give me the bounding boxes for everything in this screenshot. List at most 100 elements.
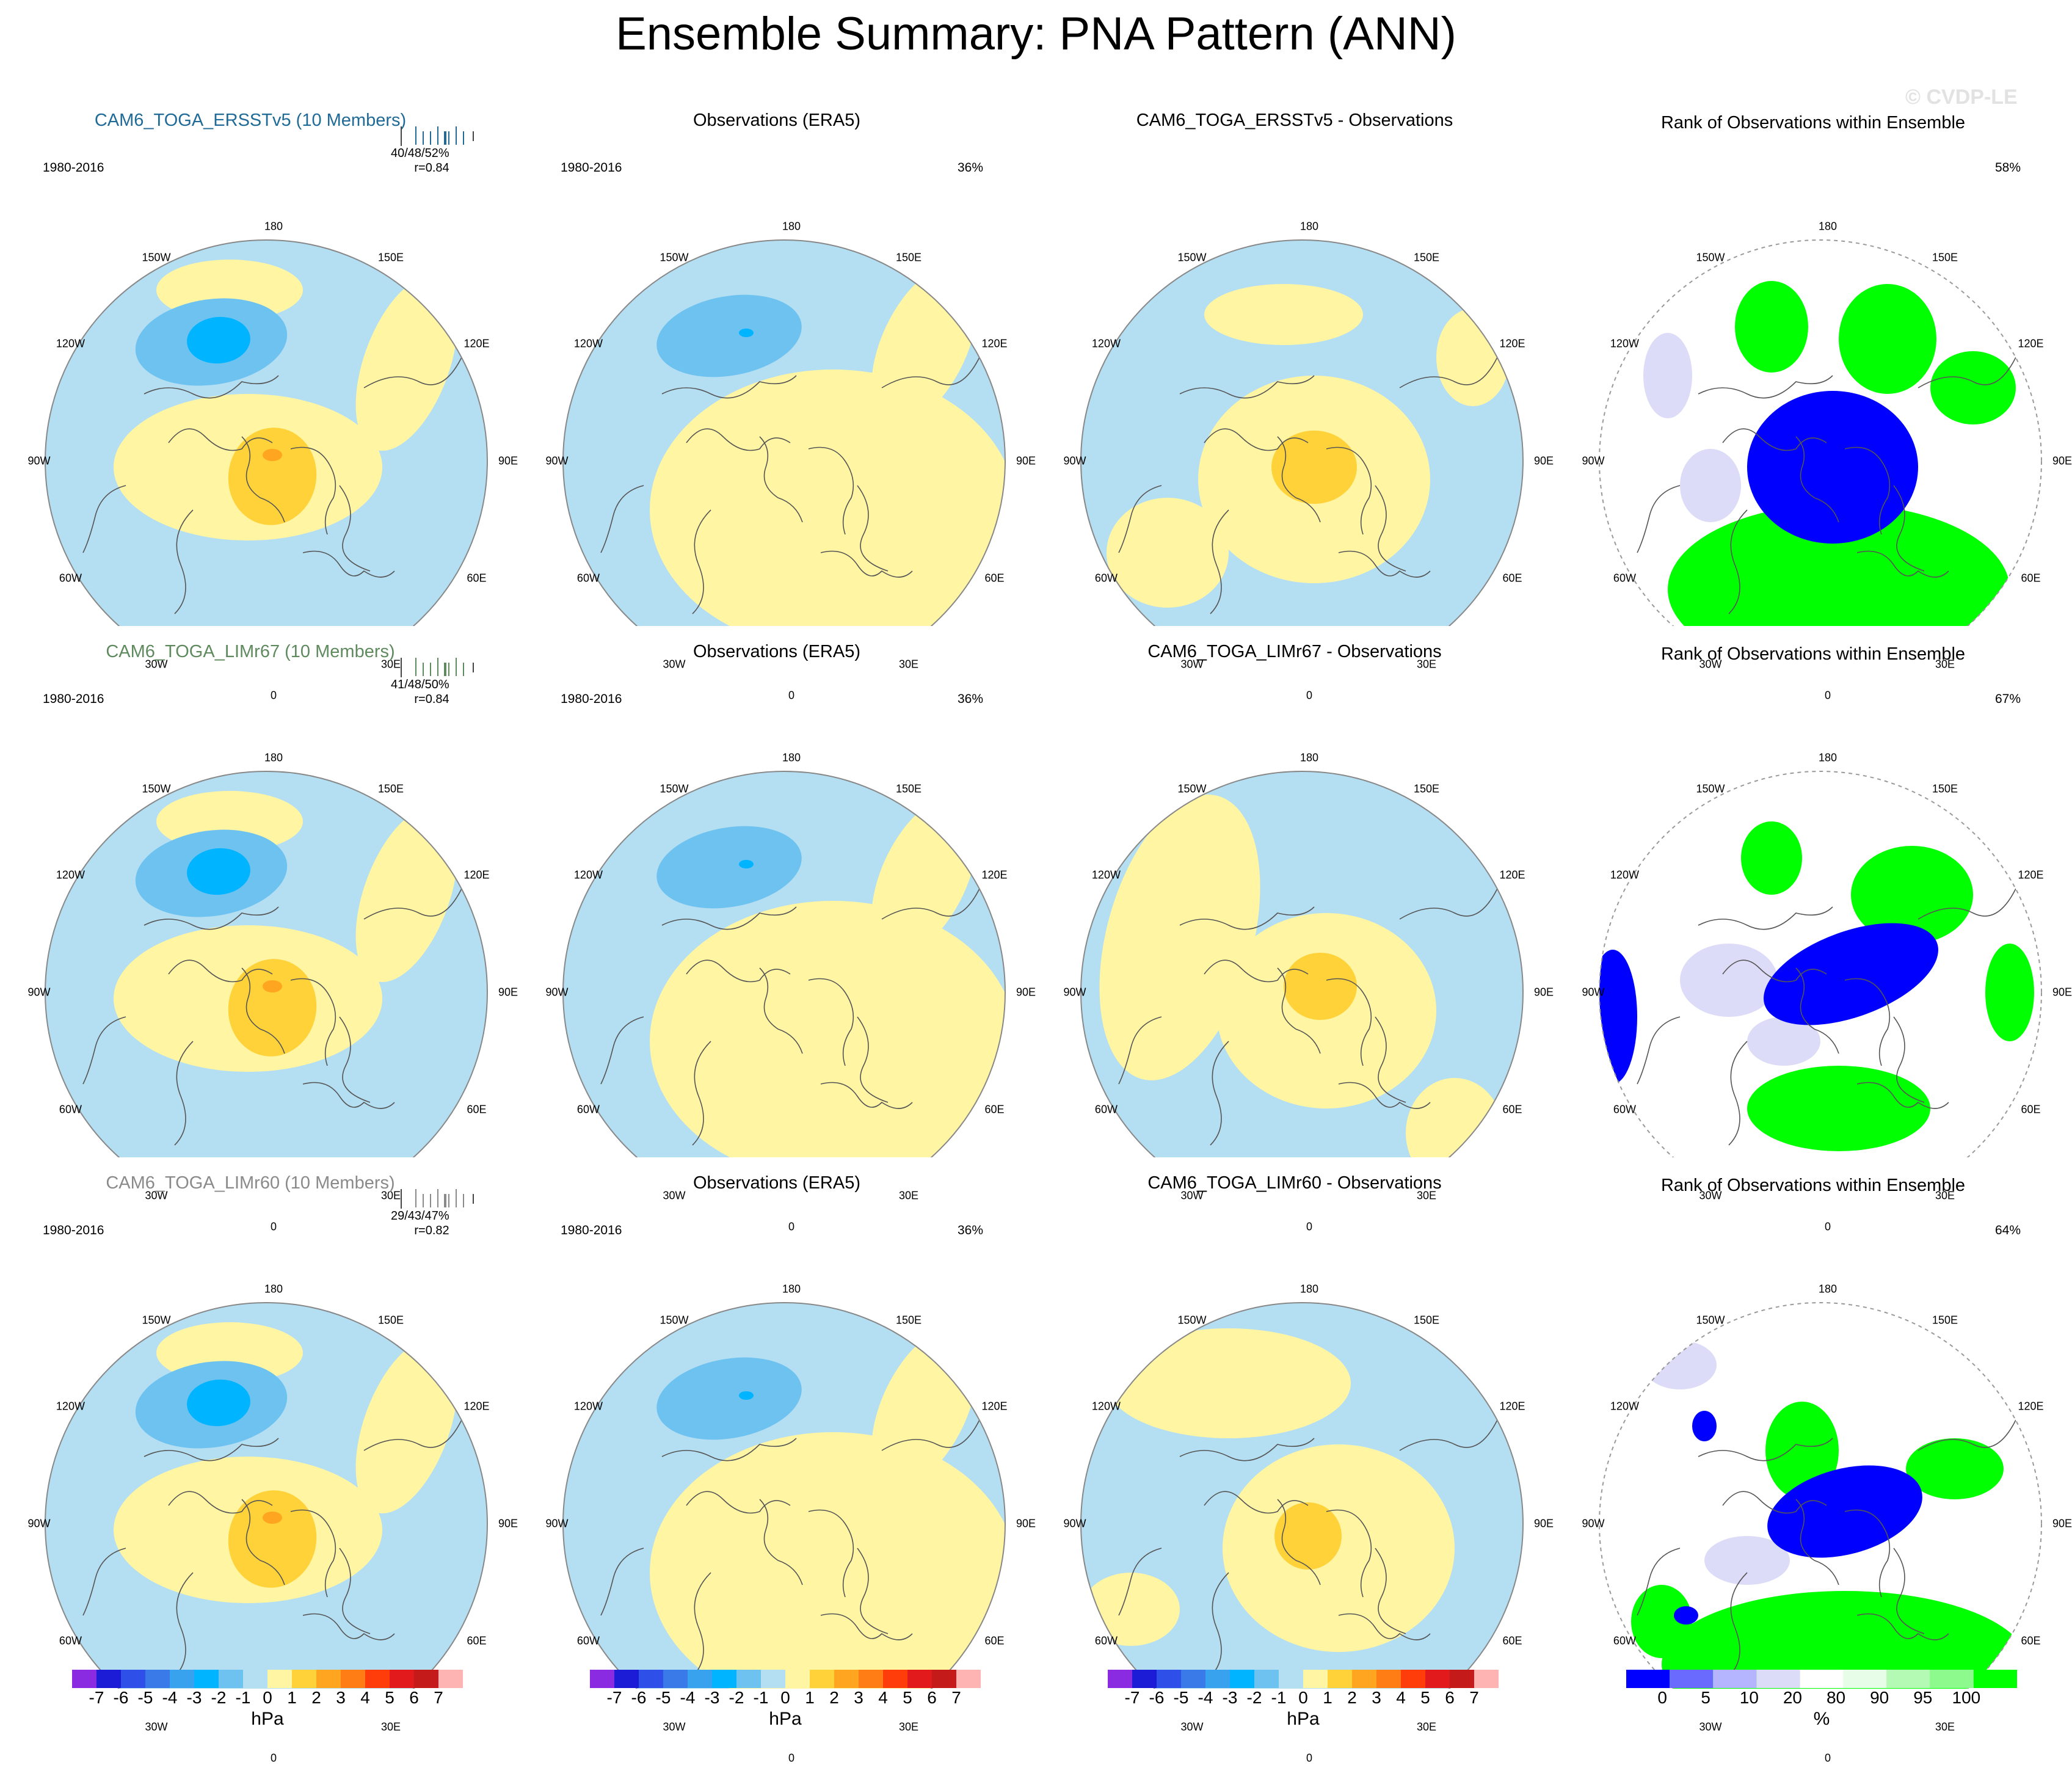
colorbar-label: -3 bbox=[186, 1688, 202, 1707]
coastline bbox=[1118, 485, 1162, 553]
stats-line2: r=0.84 bbox=[414, 161, 449, 175]
rank-lowest-region bbox=[1692, 1411, 1717, 1441]
lon-label: 90E bbox=[2052, 986, 2072, 999]
coastline bbox=[302, 550, 395, 578]
lon-label: 60W bbox=[1094, 1634, 1118, 1647]
lon-label: 90E bbox=[1533, 986, 1554, 999]
lon-label: 90E bbox=[2052, 454, 2072, 467]
coastline bbox=[1844, 978, 1891, 1066]
lon-label: 120E bbox=[981, 337, 1008, 350]
lon-label: 90W bbox=[27, 1517, 51, 1530]
lon-label: 120W bbox=[56, 868, 85, 881]
lon-label: 120E bbox=[1499, 868, 1525, 881]
lon-label: 120W bbox=[56, 337, 85, 350]
lon-label: 30W bbox=[1699, 658, 1722, 671]
positive-difference bbox=[1406, 1078, 1503, 1157]
lon-label: 60W bbox=[1094, 1103, 1118, 1116]
coastline bbox=[1118, 1016, 1162, 1085]
colorbar-label: -6 bbox=[1149, 1688, 1165, 1707]
period-label: 1980-2016 bbox=[561, 161, 622, 175]
lon-label: 150W bbox=[1696, 251, 1725, 264]
panel-diff-row3: CAM6_TOGA_LIMr60 - Observations 180 150E 12… bbox=[1036, 1157, 1554, 1764]
rank-lowest-region bbox=[1599, 950, 1637, 1084]
coastline bbox=[1326, 978, 1372, 1066]
strong-positive-anomaly bbox=[228, 428, 317, 525]
coastline bbox=[1918, 357, 2016, 388]
rank-pct: 58% bbox=[1995, 161, 2021, 175]
coastline bbox=[174, 509, 194, 614]
lon-label: 30W bbox=[663, 1720, 686, 1733]
coastline bbox=[1637, 485, 1681, 553]
colorbar-label: 5 bbox=[903, 1688, 912, 1707]
rank-pct: 64% bbox=[1995, 1223, 2021, 1237]
colorbar-label: -7 bbox=[89, 1688, 104, 1707]
lon-label: 150E bbox=[1413, 251, 1440, 264]
rank-high-region bbox=[1747, 1066, 1930, 1151]
strong-negative-anomaly bbox=[739, 329, 754, 337]
hpa-colorbar: -7 -6 -5 -4 -3 -2 -1 0 1 2 3 4 5 6 7 hPa bbox=[518, 1661, 1036, 1739]
colorbar-swatch bbox=[1450, 1670, 1474, 1688]
lon-label: 150W bbox=[660, 782, 689, 795]
rank-high-region bbox=[1985, 944, 2034, 1041]
lon-label: 60E bbox=[984, 1103, 1005, 1116]
coastline bbox=[1204, 959, 1309, 983]
colorbar-label: 6 bbox=[927, 1688, 937, 1707]
colorbar-label: 1 bbox=[287, 1688, 297, 1707]
lon-label: 0 bbox=[1306, 1220, 1313, 1233]
lon-label: 0 bbox=[1306, 1752, 1313, 1764]
coastline bbox=[808, 446, 854, 535]
hpa-colorbar: -7 -6 -5 -4 -3 -2 -1 0 1 2 3 4 5 6 7 hPa bbox=[0, 1661, 518, 1739]
coastline bbox=[1277, 1499, 1321, 1585]
coastline bbox=[168, 428, 273, 451]
lon-label: 150W bbox=[1177, 251, 1207, 264]
lon-label: 60W bbox=[576, 572, 600, 584]
pattern-stats: 41/48/50% r=0.84 bbox=[391, 677, 449, 707]
coastline bbox=[759, 436, 803, 523]
coastline bbox=[600, 1016, 644, 1085]
lon-label: 30E bbox=[1935, 1720, 1955, 1733]
ensemble-title: CAM6_TOGA_ERSSTv5 (10 Members) bbox=[94, 111, 407, 130]
map-boundary bbox=[1080, 1302, 1524, 1689]
colorbar-swatch bbox=[1303, 1670, 1328, 1688]
coastline bbox=[1698, 375, 1833, 399]
panel-rank-row3: Rank of Observations within Ensemble 64% 1… bbox=[1554, 1157, 2072, 1764]
lon-label: 120W bbox=[56, 1400, 85, 1413]
colorbar-swatch bbox=[243, 1670, 267, 1688]
colorbar-swatch bbox=[810, 1670, 834, 1688]
colorbar-label: -2 bbox=[1246, 1688, 1262, 1707]
colorbar-label: -4 bbox=[1198, 1688, 1213, 1707]
lon-label: 30W bbox=[663, 658, 686, 671]
coastline bbox=[1338, 550, 1431, 578]
colorbar-swatch bbox=[639, 1670, 663, 1688]
coastline bbox=[686, 428, 791, 451]
colorbar-label: 90 bbox=[1870, 1688, 1889, 1707]
diff-map bbox=[1080, 1302, 1524, 1689]
colorbar-swatch bbox=[1425, 1670, 1450, 1688]
colorbar-label: 80 bbox=[1826, 1688, 1846, 1707]
panel-diff-row2: CAM6_TOGA_LIMr67 - Observations 180 150E 12… bbox=[1036, 626, 1554, 1233]
colorbar-swatch bbox=[1328, 1670, 1352, 1688]
colorbar-label: 20 bbox=[1783, 1688, 1803, 1707]
variance-pct: 36% bbox=[958, 1223, 984, 1237]
colorbar-unit: hPa bbox=[251, 1709, 284, 1729]
lon-label: 150E bbox=[377, 1314, 404, 1326]
stats-line1: 29/43/47% bbox=[391, 1209, 449, 1223]
colorbar-label: 7 bbox=[434, 1688, 443, 1707]
lon-label: 150E bbox=[895, 782, 922, 795]
colorbar-swatch bbox=[170, 1670, 194, 1688]
obs-title: Observations (ERA5) bbox=[693, 642, 860, 661]
lon-label: 150E bbox=[1932, 782, 1958, 795]
panel-obs-row3: Observations (ERA5) 1980-2016 36% 180 150E 12… bbox=[518, 1157, 1036, 1764]
coastline bbox=[820, 550, 913, 578]
coastline bbox=[692, 1041, 711, 1146]
colorbar-swatch bbox=[1756, 1670, 1800, 1688]
lon-label: 180 bbox=[1818, 1283, 1838, 1295]
colorbar-label: 4 bbox=[360, 1688, 370, 1707]
rank-low-region bbox=[1747, 1017, 1820, 1066]
coastline bbox=[820, 1613, 913, 1640]
colorbar-swatch bbox=[1800, 1670, 1844, 1688]
coastline bbox=[241, 436, 285, 523]
lon-label: 150E bbox=[1413, 782, 1440, 795]
lon-label: 30W bbox=[145, 658, 168, 671]
coastline bbox=[1637, 1016, 1681, 1085]
